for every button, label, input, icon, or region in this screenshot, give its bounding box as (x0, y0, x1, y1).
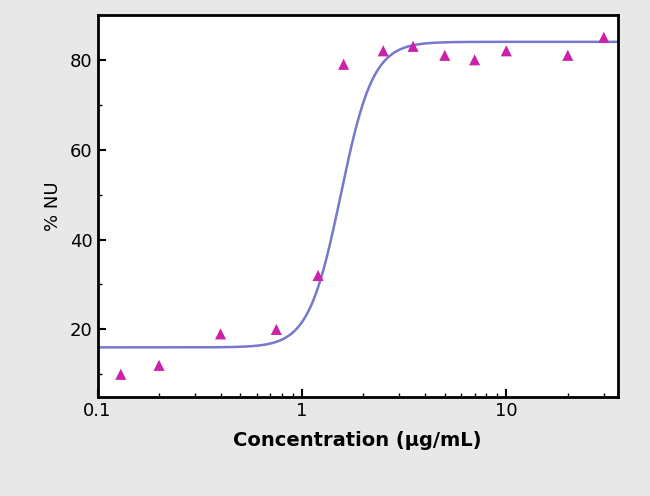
Point (116, 371, 126, 378)
Point (599, 33, 609, 41)
Point (408, 42, 419, 50)
Point (378, 47, 389, 55)
Point (313, 271, 323, 279)
Point (563, 52, 573, 60)
Point (215, 330, 226, 338)
Point (339, 61, 349, 68)
X-axis label: Concentration (µg/mL): Concentration (µg/mL) (233, 431, 482, 450)
Y-axis label: % NU: % NU (44, 181, 62, 231)
Point (439, 52, 450, 60)
Point (469, 56, 480, 64)
Point (154, 362, 164, 370)
Point (501, 47, 512, 55)
Point (271, 325, 281, 333)
